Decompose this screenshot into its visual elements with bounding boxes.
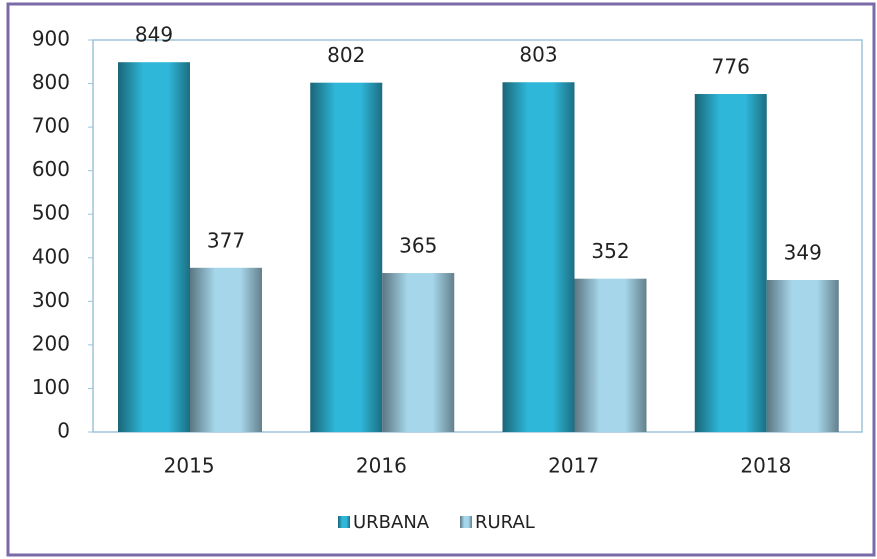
x-tick-label: 2016 bbox=[356, 454, 407, 478]
x-tick-label: 2015 bbox=[164, 454, 215, 478]
y-tick-label: 800 bbox=[32, 70, 70, 94]
bar bbox=[694, 94, 767, 433]
data-label: 352 bbox=[591, 239, 629, 263]
y-tick-label: 600 bbox=[32, 157, 70, 181]
data-label: 377 bbox=[207, 228, 245, 252]
y-tick-label: 700 bbox=[32, 114, 70, 138]
data-label: 849 bbox=[135, 23, 173, 47]
plot-area bbox=[92, 39, 863, 433]
bar bbox=[502, 82, 575, 432]
y-tick-label: 400 bbox=[32, 244, 70, 268]
legend-label: RURAL bbox=[475, 512, 535, 533]
legend-label: URBANA bbox=[353, 512, 430, 533]
y-tick-label: 200 bbox=[32, 331, 70, 355]
legend-swatch bbox=[338, 516, 350, 528]
y-tick-label: 0 bbox=[57, 419, 70, 443]
bar bbox=[190, 267, 262, 432]
legend: URBANA RURAL bbox=[338, 512, 535, 533]
data-label: 803 bbox=[519, 43, 557, 67]
y-tick-label: 500 bbox=[32, 201, 70, 225]
data-label: 776 bbox=[712, 55, 750, 79]
data-label: 349 bbox=[784, 240, 822, 264]
y-tick-label: 900 bbox=[32, 27, 70, 51]
bar bbox=[766, 279, 839, 432]
x-tick-label: 2018 bbox=[740, 454, 791, 478]
bar bbox=[118, 62, 190, 433]
data-label: 802 bbox=[327, 43, 365, 67]
y-tick-label: 300 bbox=[32, 288, 70, 312]
data-label: 365 bbox=[399, 234, 437, 258]
legend-swatch bbox=[460, 516, 472, 528]
bar bbox=[310, 82, 383, 432]
bar bbox=[574, 278, 647, 432]
bar bbox=[382, 273, 455, 432]
y-tick-label: 100 bbox=[32, 375, 70, 399]
x-tick-label: 2017 bbox=[548, 454, 599, 478]
